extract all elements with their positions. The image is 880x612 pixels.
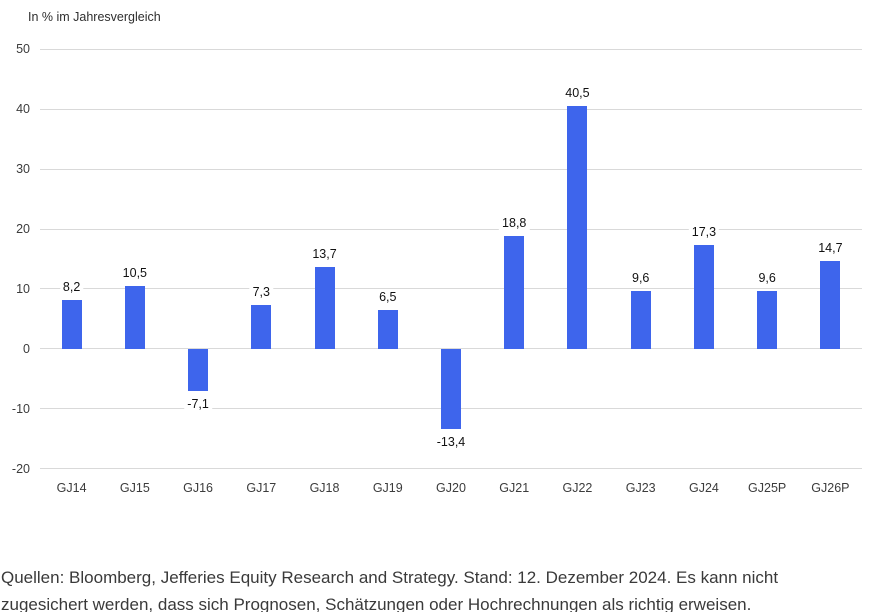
gridline-y20 <box>40 228 862 230</box>
x-axis-tick-GJ18: GJ18 <box>309 481 340 495</box>
bar-GJ17 <box>251 305 272 349</box>
bar-GJ19 <box>377 309 398 349</box>
x-axis-tick-GJ23: GJ23 <box>625 481 656 495</box>
bar-GJ23 <box>630 291 651 349</box>
x-axis-tick-GJ19: GJ19 <box>372 481 403 495</box>
value-label-GJ19: 6,5 <box>376 289 400 305</box>
y-axis-tick-label: 50 <box>16 42 30 57</box>
value-label-GJ24: 17,3 <box>688 225 720 241</box>
gridline-y30 <box>40 168 862 170</box>
bar-GJ15 <box>124 285 145 349</box>
x-axis-tick-GJ17: GJ17 <box>246 481 277 495</box>
y-axis-tick-label: 20 <box>16 222 30 236</box>
y-axis-tick-label: -10 <box>11 401 30 416</box>
gridline-y10 <box>40 288 862 290</box>
x-axis-tick-GJ20: GJ20 <box>436 481 466 495</box>
value-label-GJ21: 18,8 <box>499 216 530 232</box>
gridline-y50 <box>40 48 862 50</box>
x-axis-tick-GJ21: GJ21 <box>499 481 530 495</box>
y-axis-tick-label: 10 <box>16 281 30 296</box>
bar-GJ26P <box>820 260 841 349</box>
bar-GJ24 <box>693 245 714 349</box>
value-label-GJ22: 40,5 <box>562 86 593 102</box>
x-axis-tick-GJ16: GJ16 <box>183 481 214 495</box>
x-axis-tick-GJ26P: GJ26P <box>811 481 850 495</box>
value-label-GJ14: 8,2 <box>59 279 84 295</box>
bar-GJ22 <box>567 106 588 349</box>
bar-GJ25P <box>757 291 778 349</box>
x-axis-tick-GJ24: GJ24 <box>688 481 719 495</box>
bar-GJ20 <box>441 348 461 430</box>
value-label-GJ18: 13,7 <box>309 246 340 262</box>
bar-chart-plot: 50 40 30 20 10 0 -10 -20 8,2 GJ14 10,5 GJ15 -7,1 GJ16… <box>11 42 862 495</box>
value-label-GJ23: 9,6 <box>628 271 653 287</box>
value-label-GJ26P: 14,7 <box>815 240 846 256</box>
x-axis-tick-GJ25P: GJ25P <box>748 481 787 495</box>
gridline-y-20 <box>40 468 862 470</box>
y-axis-tick-label: 30 <box>16 162 30 177</box>
value-label-GJ15: 10,5 <box>119 265 151 281</box>
bar-GJ18 <box>314 266 335 349</box>
source-disclaimer-line-1: Quellen: Bloomberg, Jefferies Equity Res… <box>1 568 779 587</box>
value-label-GJ20: -13,4 <box>433 435 469 451</box>
y-axis-tick-label: -20 <box>11 461 30 476</box>
y-axis-tick-label: 0 <box>23 341 30 356</box>
chart-title: In % im Jahresvergleich <box>28 10 161 24</box>
source-disclaimer: Quellen: Bloomberg, Jefferies Equity Res… <box>1 564 879 612</box>
y-axis-tick-label: 40 <box>16 102 30 117</box>
source-disclaimer-line-2: zugesichert werden, dass sich Prognosen,… <box>1 595 752 612</box>
bar-GJ16 <box>188 348 209 392</box>
x-axis-tick-GJ14: GJ14 <box>56 481 87 495</box>
x-axis-tick-GJ15: GJ15 <box>119 481 150 495</box>
value-label-GJ16: -7,1 <box>184 397 212 413</box>
x-axis-tick-GJ22: GJ22 <box>562 481 593 495</box>
bar-GJ14 <box>61 299 82 349</box>
value-label-GJ17: 7,3 <box>249 285 273 301</box>
value-label-GJ25P: 9,6 <box>755 271 779 287</box>
gridline-y40 <box>40 108 862 110</box>
bar-GJ21 <box>504 236 525 349</box>
